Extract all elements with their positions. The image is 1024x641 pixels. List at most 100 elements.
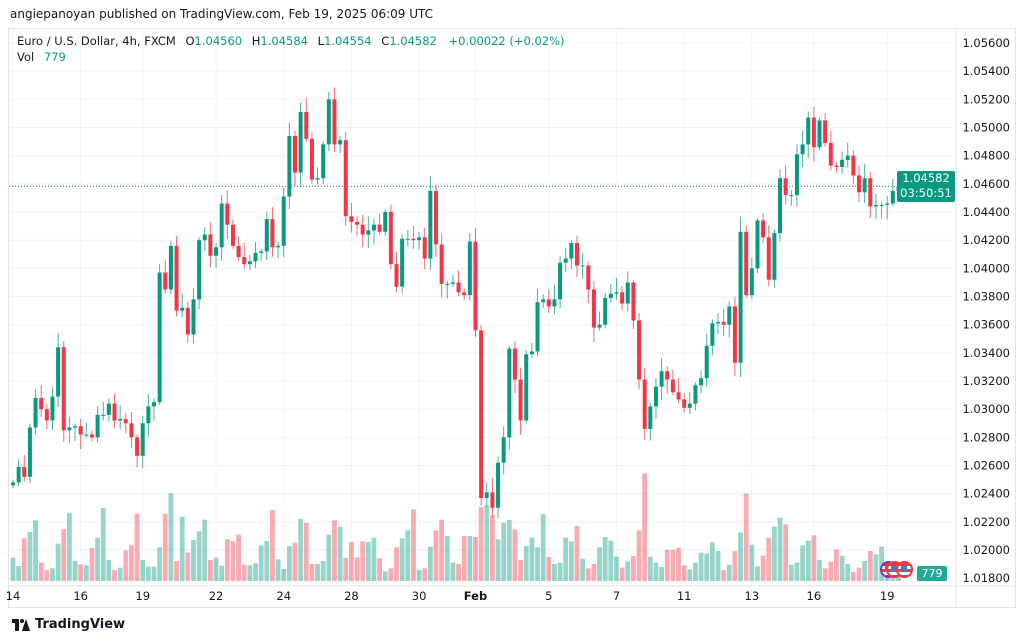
volume-bar [602, 537, 608, 581]
volume-bar [411, 509, 416, 581]
candle-body [811, 117, 816, 148]
volume-bar [647, 556, 653, 581]
candle-body [834, 165, 839, 167]
candle-body [845, 155, 850, 160]
volume-bar [456, 564, 461, 581]
candle-body [563, 258, 568, 263]
volume-bar [151, 566, 157, 581]
legend-volume-label[interactable]: Vol [17, 50, 35, 64]
time-tick-label: 7 [613, 589, 620, 603]
candle-body [270, 219, 275, 248]
volume-bar [365, 542, 371, 581]
legend-symbol[interactable]: Euro / U.S. Dollar, 4h, FXCM [17, 34, 176, 48]
volume-bar [467, 536, 473, 581]
candle-body [501, 437, 506, 463]
candle-body [281, 196, 286, 246]
volume-bar [394, 547, 399, 581]
candle-body [682, 399, 687, 408]
volume-bar [478, 507, 484, 581]
volume-bar [535, 547, 540, 581]
volume-bar [83, 565, 89, 581]
candle-body [535, 302, 540, 352]
volume-bar [439, 519, 445, 581]
candle-body [259, 251, 264, 253]
tradingview-footer[interactable]: TradingView [12, 617, 125, 632]
legend-open-value: 1.04560 [194, 34, 243, 48]
volume-bar [27, 532, 33, 581]
candle-body [512, 348, 517, 380]
price-tick-label: 1.03000 [962, 402, 1010, 416]
candle-body [603, 297, 608, 325]
legend-low-key: L [317, 34, 325, 48]
candle-body [293, 135, 297, 173]
legend-close-key: C [381, 34, 390, 48]
candle-body [157, 272, 162, 403]
candle-body [326, 99, 331, 145]
price-tick-label: 1.04600 [962, 177, 1010, 191]
candle-body [61, 347, 66, 431]
candle-body [298, 112, 303, 173]
volume-bar [839, 555, 845, 581]
volume-bar [749, 544, 755, 581]
volume-bar [523, 546, 529, 581]
price-tick-label: 1.05000 [962, 121, 1010, 135]
candle-body [168, 245, 173, 290]
volume-bar [862, 561, 868, 581]
candle-body [355, 221, 360, 225]
candle-body [118, 419, 123, 421]
candle-body [648, 406, 653, 429]
candle-body [50, 396, 55, 421]
volume-bar [224, 539, 230, 581]
volume-bar [738, 532, 743, 581]
candle-body [665, 371, 670, 380]
volume-bar [38, 562, 44, 581]
volume-bar [709, 542, 715, 581]
candle-body [95, 414, 100, 438]
candle-body [214, 247, 219, 256]
candle-body [620, 292, 625, 304]
candle-body [394, 264, 399, 287]
volume-bar [140, 560, 146, 581]
economic-events[interactable] [880, 561, 920, 581]
candle-body [439, 244, 444, 284]
candle-body [676, 392, 681, 400]
candle-body [507, 348, 512, 438]
candle-body [575, 243, 579, 266]
volume-bar [213, 557, 219, 581]
volume-bar [704, 553, 710, 581]
volume-bar [281, 569, 287, 581]
volume-bar [540, 514, 546, 581]
us-flag-event-icon[interactable] [896, 561, 913, 578]
volume-bar [337, 526, 343, 581]
volume-bar [388, 568, 394, 581]
candle-body [631, 282, 636, 321]
candle-body [591, 289, 596, 328]
candle-body [614, 292, 619, 294]
volume-bar [67, 513, 72, 581]
candle-body [721, 321, 726, 325]
candle-body [862, 178, 867, 193]
volume-bar [698, 552, 704, 581]
time-tick-label: 14 [6, 589, 21, 603]
volume-bar [236, 534, 241, 581]
volume-bar [687, 569, 693, 581]
tradingview-brand: TradingView [35, 617, 126, 632]
candle-body [101, 414, 106, 416]
volume-bar [608, 540, 614, 581]
volume-bar [241, 564, 247, 581]
volume-bar [484, 505, 490, 581]
volume-bar [275, 559, 281, 581]
time-tick-label: 11 [677, 589, 692, 603]
candle-body [67, 427, 72, 431]
candle-body [642, 379, 647, 429]
price-tick-label: 1.04400 [962, 205, 1010, 219]
candle-body [755, 220, 760, 269]
volume-bar [636, 530, 642, 581]
volume-bar [433, 530, 439, 581]
time-tick-label: 13 [745, 589, 760, 603]
candle-body [490, 492, 495, 508]
legend-open-key: O [185, 34, 195, 48]
time-tick-label: 5 [545, 589, 552, 603]
volume-bar [721, 570, 727, 581]
